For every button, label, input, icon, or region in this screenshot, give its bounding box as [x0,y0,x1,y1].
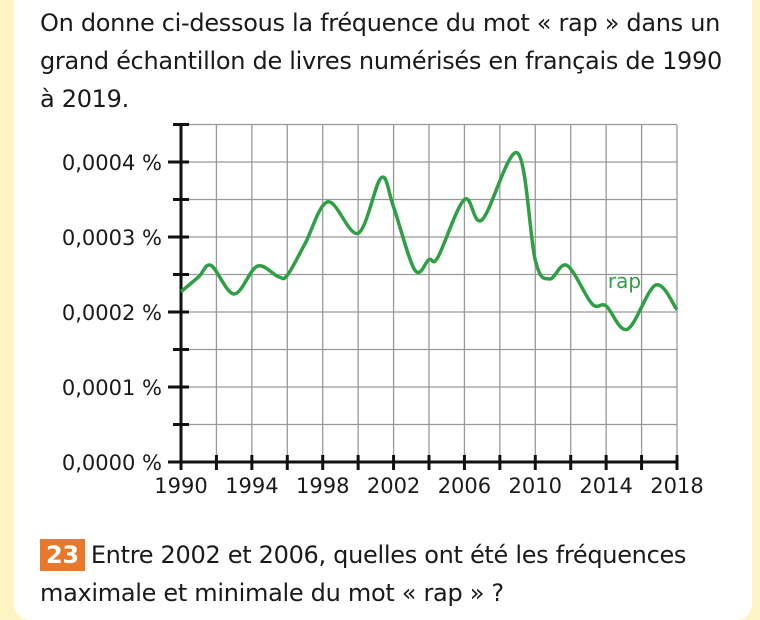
exercise-panel [14,0,752,620]
intro-text: On donne ci-dessous la fréquence du mot … [40,9,722,113]
x-tick-label: 2010 [509,474,562,498]
x-tick-label: 2014 [579,474,632,498]
question-number-badge: 23 [40,539,85,571]
x-tick-label: 1994 [225,474,278,498]
y-tick-label: 0,0004 % [62,151,162,175]
y-tick-label: 0,0000 % [62,451,162,475]
series-label: rap [608,269,641,293]
series-line-rap [179,151,679,332]
x-tick-label: 1998 [296,474,349,498]
x-tick-label: 2002 [367,474,420,498]
y-tick-label: 0,0002 % [62,301,162,325]
question-text: Entre 2002 et 2006, quelles ont été les … [40,541,687,607]
question: 23 Entre 2002 et 2006, quelles ont été le… [40,536,740,612]
x-tick-label: 2006 [438,474,491,498]
x-tick-label: 2018 [650,474,703,498]
y-tick-label: 0,0001 % [62,376,162,400]
y-tick-label: 0,0003 % [62,226,162,250]
x-tick-label: 1990 [154,474,207,498]
